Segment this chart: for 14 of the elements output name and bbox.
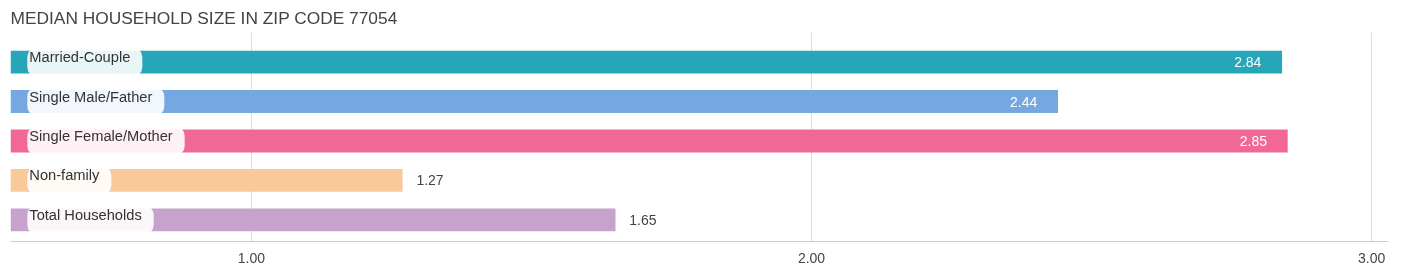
y-tick-label: Non-family <box>29 167 101 184</box>
data-label: 1.27 <box>416 172 444 189</box>
y-tick-label: Single Female/Mother <box>29 127 173 144</box>
y-tick-label: Married-Couple <box>29 49 131 66</box>
y-tick-label: Single Male/Father <box>29 88 153 105</box>
data-label: 2.84 <box>1234 54 1262 71</box>
chart-title: MEDIAN HOUSEHOLD SIZE IN ZIP CODE 77054 <box>10 7 398 28</box>
x-tick-label: 2.00 <box>797 249 826 266</box>
data-label: 2.44 <box>1010 93 1038 110</box>
x-tick-label: 1.00 <box>237 249 266 266</box>
y-tick-label: Total Households <box>29 206 142 223</box>
x-tick-label: 3.00 <box>1358 249 1386 266</box>
data-label: 2.85 <box>1239 132 1268 149</box>
data-label: 1.65 <box>629 211 657 228</box>
